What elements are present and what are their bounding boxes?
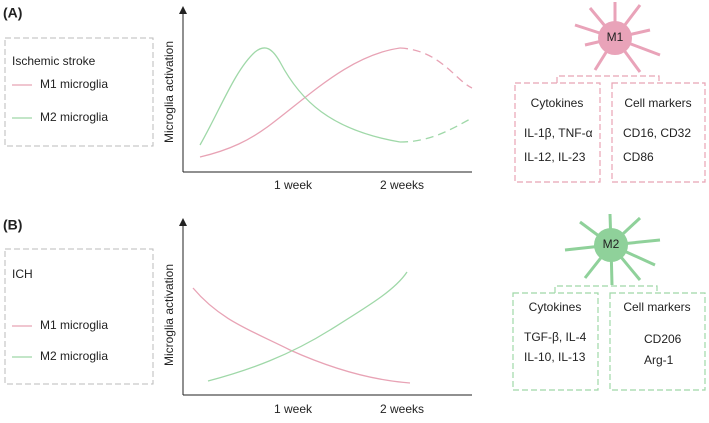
info-box	[609, 292, 706, 391]
y-axis-label: Microglia activation	[162, 264, 176, 366]
y-axis-label: Microglia activation	[162, 41, 176, 143]
box-line: CD86	[623, 150, 654, 164]
cell-m2	[564, 213, 661, 286]
legend-item: M2 microglia	[40, 110, 108, 124]
m2-curve	[199, 47, 401, 146]
box-line: IL-12, IL-23	[524, 150, 586, 164]
info-box	[512, 292, 599, 391]
m2-curve-projected	[399, 117, 473, 143]
x-tick-label: 1 week	[274, 402, 313, 416]
info-box	[611, 82, 706, 183]
box-line: CD16, CD32	[623, 126, 691, 140]
legend-title: ICH	[12, 267, 33, 281]
legend-title: Ischemic stroke	[12, 54, 96, 68]
m2-curve	[207, 271, 408, 382]
box-title: Cytokines	[531, 96, 584, 110]
connector	[556, 75, 660, 83]
box-line: Arg-1	[644, 353, 674, 367]
legend-box	[4, 248, 154, 385]
panel-label: (A)	[3, 5, 22, 21]
box-title: Cell markers	[623, 300, 690, 314]
legend-box	[4, 37, 154, 147]
box-title: Cytokines	[529, 300, 582, 314]
cell-label: M1	[607, 30, 624, 44]
box-line: CD206	[644, 332, 682, 346]
legend-item: M1 microglia	[40, 77, 108, 91]
m1-curve	[192, 287, 411, 384]
m1-curve	[199, 47, 401, 158]
box-title: Cell markers	[624, 96, 691, 110]
connector	[554, 285, 658, 293]
cell-label: M2	[603, 237, 620, 251]
info-box	[514, 82, 601, 183]
m1-curve-projected	[399, 47, 473, 89]
legend-item: M1 microglia	[40, 318, 108, 332]
legend-item: M2 microglia	[40, 349, 108, 363]
panel-label: (B)	[3, 217, 22, 233]
box-line: TGF-β, IL-4	[524, 330, 587, 344]
x-tick-label: 2 weeks	[380, 178, 424, 192]
panel-b: (B) ICH M1 microglia M2 microglia Microg…	[3, 213, 706, 416]
box-line: IL-1β, TNF-α	[524, 126, 593, 140]
cell-m1	[574, 2, 661, 73]
x-tick-label: 2 weeks	[380, 402, 424, 416]
x-tick-label: 1 week	[274, 178, 313, 192]
box-line: IL-10, IL-13	[524, 350, 586, 364]
panel-a: (A) Ischemic stroke M1 microglia M2 micr…	[3, 2, 706, 192]
